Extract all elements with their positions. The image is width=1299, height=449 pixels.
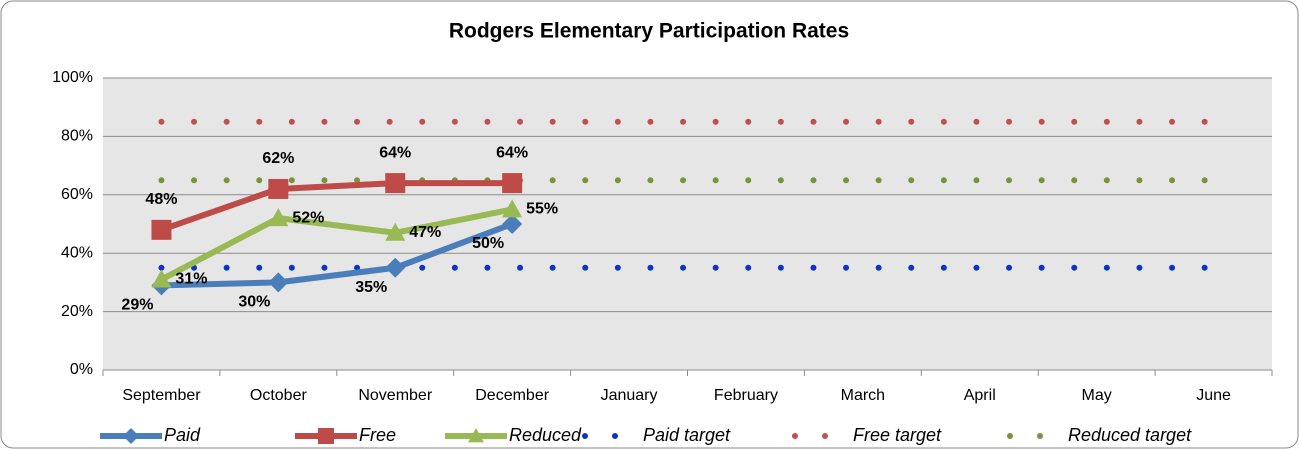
series-line [160, 206, 513, 283]
marker [502, 173, 523, 194]
marker [268, 178, 289, 199]
y-tick-label: 20% [61, 303, 93, 320]
data-label: 62% [262, 150, 294, 167]
marker [385, 257, 406, 278]
data-label: 29% [121, 297, 153, 314]
legend-label: Paid target [643, 425, 731, 445]
data-label: 48% [145, 191, 177, 208]
legend-swatch [822, 433, 828, 439]
marker [268, 272, 289, 293]
marker [468, 428, 484, 443]
legend-label: Reduced [509, 425, 582, 445]
plot-area [103, 78, 1272, 370]
legend-swatch [582, 433, 588, 439]
marker [502, 214, 523, 234]
series-line [161, 221, 514, 289]
y-tick-label: 60% [61, 186, 93, 203]
x-tick-label: April [964, 387, 996, 404]
x-tick-label: January [601, 387, 658, 404]
data-label: 35% [355, 279, 387, 296]
series-line [160, 180, 513, 233]
marker [385, 173, 406, 194]
marker [385, 222, 406, 241]
legend-swatch [1007, 433, 1013, 439]
legend-swatch [1037, 433, 1043, 439]
x-tick-label: March [841, 387, 885, 404]
data-label: 50% [472, 235, 504, 252]
data-label: 64% [379, 144, 411, 161]
y-tick-label: 0% [70, 361, 93, 378]
marker [268, 208, 289, 227]
y-tick-label: 100% [52, 69, 93, 86]
marker [151, 269, 172, 288]
chart-title: Rodgers Elementary Participation Rates [449, 20, 849, 43]
y-tick-label: 40% [61, 244, 93, 261]
data-label: 52% [292, 209, 324, 226]
legend-swatch [792, 433, 798, 439]
legend-label: Paid [164, 425, 201, 445]
legend-label: Reduced target [1068, 425, 1192, 445]
y-tick-label: 80% [61, 128, 93, 145]
data-label: 31% [175, 271, 207, 288]
data-label: 47% [409, 224, 441, 241]
data-label: 30% [238, 294, 270, 311]
x-tick-label: November [358, 387, 432, 404]
x-tick-label: February [714, 387, 778, 404]
marker [123, 428, 139, 444]
x-tick-label: October [250, 387, 308, 404]
x-tick-label: June [1196, 387, 1231, 404]
data-label: 64% [496, 144, 528, 161]
x-tick-label: December [475, 387, 549, 404]
data-label: 55% [526, 201, 558, 218]
marker [502, 199, 523, 218]
legend-swatch [612, 433, 618, 439]
x-tick-label: May [1082, 387, 1112, 404]
legend-label: Free [359, 425, 396, 445]
x-tick-label: September [122, 387, 201, 404]
legend-label: Free target [853, 425, 942, 445]
marker [318, 428, 334, 444]
marker [151, 219, 172, 240]
